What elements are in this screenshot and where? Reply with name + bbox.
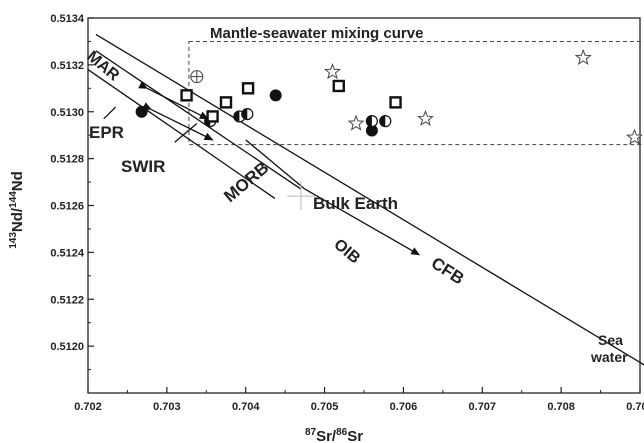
open-star-point <box>323 62 341 80</box>
half-filled-circle-point <box>365 115 378 128</box>
filled-circle-point <box>365 124 378 137</box>
half-circle-fill <box>379 115 386 127</box>
x-tick-label: 0.709 <box>626 401 644 413</box>
crossed-circle-point <box>190 70 204 84</box>
half-circle-fill <box>241 108 248 120</box>
oib-arrow-shaft <box>245 139 306 190</box>
mixing-curve-box <box>188 40 644 146</box>
open-square-point <box>332 79 345 93</box>
epr-label: EPR <box>89 123 124 142</box>
mixing-curve-label: Mantle-seawater mixing curve <box>210 25 423 42</box>
x-tick-label: 0.708 <box>547 401 575 413</box>
x-tick-label: 0.705 <box>311 401 339 413</box>
y-tick-label: 0.5120 <box>50 341 84 353</box>
morb-label: MORB <box>220 158 272 206</box>
y-tick-label: 0.5124 <box>50 247 85 259</box>
filled-circle-point <box>269 89 282 102</box>
y-tick-label: 0.5130 <box>50 107 84 119</box>
x-tick-label: 0.702 <box>74 401 102 413</box>
half-filled-circle-point <box>379 115 392 128</box>
cfb-label: CFB <box>428 253 468 288</box>
y-tick-label: 0.5126 <box>50 201 84 213</box>
x-axis-title: 87Sr/86Sr <box>305 427 363 443</box>
x-tick-label: 0.703 <box>153 401 181 413</box>
sea-label: Sea <box>598 332 623 348</box>
x-tick-label: 0.707 <box>469 401 497 413</box>
x-tick-label: 0.706 <box>390 401 418 413</box>
open-square-point <box>241 82 255 95</box>
bulk-earth-label: Bulk Earth <box>313 194 398 213</box>
half-circle-fill <box>233 110 240 122</box>
open-star-point <box>574 48 592 66</box>
mar-arrow <box>138 81 209 120</box>
open-star-point <box>625 128 643 145</box>
y-tick-label: 0.5128 <box>50 154 84 166</box>
y-tick-label: 0.5134 <box>50 13 85 25</box>
epr-pointer <box>103 106 117 120</box>
open-square-point <box>219 96 233 109</box>
half-filled-circle-point <box>241 107 254 121</box>
oib-label: OIB <box>330 236 363 267</box>
y-axis-title: 143Nd/144Nd <box>8 171 26 249</box>
open-square-point <box>389 96 402 109</box>
oib-arrow <box>304 188 421 256</box>
swir-arrow <box>142 102 214 141</box>
y-tick-label: 0.5132 <box>50 60 84 72</box>
open-star-point <box>347 114 365 131</box>
swir-pointer <box>174 122 198 143</box>
y-tick-label: 0.5122 <box>50 294 84 306</box>
filled-circle-point <box>135 105 148 118</box>
open-star-point <box>417 109 434 126</box>
half-circle-fill <box>366 115 372 127</box>
open-square-point <box>180 89 193 102</box>
swir-label: SWIR <box>121 157 165 176</box>
open-square-point <box>206 110 219 123</box>
x-tick-label: 0.704 <box>232 401 260 413</box>
water-label: water <box>590 349 628 365</box>
